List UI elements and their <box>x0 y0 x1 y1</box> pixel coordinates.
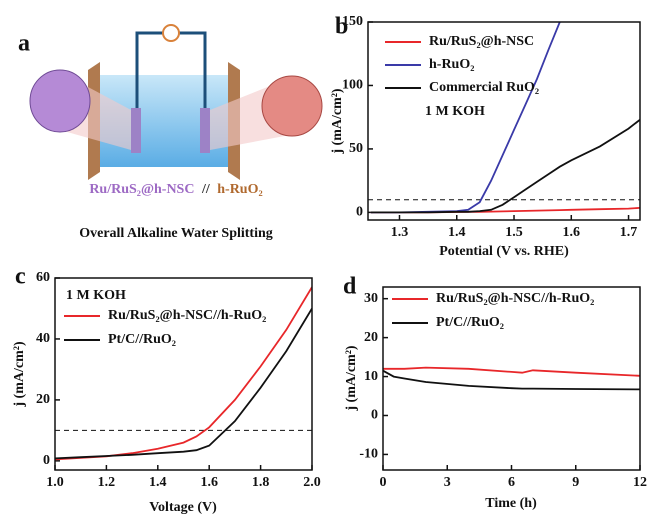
x-axis-title: Potential (V vs. RHE) <box>439 244 569 259</box>
series-line <box>55 308 312 460</box>
y-tick-label: 60 <box>36 270 50 285</box>
panel-label: b <box>335 14 348 40</box>
cathode-label: Ru/RuS₂@h-NSC <box>89 182 194 197</box>
y-tick-label: 10 <box>364 369 378 384</box>
electrode <box>200 108 210 153</box>
series-line <box>383 366 640 377</box>
x-tick-label: 3 <box>444 475 451 490</box>
x-tick-label: 1.2 <box>98 475 116 490</box>
catalyst-sphere <box>261 75 323 137</box>
annotation: 1 M KOH <box>66 288 126 303</box>
y-tick-label: 50 <box>349 141 363 156</box>
panel-label: d <box>343 274 357 300</box>
panel-a-diagram: a Ru/RuS₂@h-NSC // h-RuO₂ Overall Alkali… <box>18 24 323 241</box>
x-tick-label: 1.4 <box>149 475 167 490</box>
plot-frame <box>382 286 641 471</box>
y-tick-label: 0 <box>356 205 363 220</box>
y-axis-title: j (mA/cm²) <box>12 341 27 408</box>
separator: // <box>201 182 211 197</box>
panel-label: a <box>18 31 30 57</box>
x-tick-label: 1.6 <box>563 225 581 240</box>
y-axis-title: j (mA/cm²) <box>344 345 359 412</box>
series-line <box>383 369 640 391</box>
power-source <box>162 24 180 42</box>
caption: Overall Alkaline Water Splitting <box>79 226 273 241</box>
x-tick-label: 1.3 <box>391 225 409 240</box>
x-tick-label: 2.0 <box>303 475 321 490</box>
catalyst-sphere <box>29 69 91 133</box>
wire <box>135 31 163 110</box>
legend-label: Pt/C//RuO₂ <box>436 315 504 330</box>
legend-label: Ru/RuS₂@h-NSC//h-RuO₂ <box>436 291 594 306</box>
x-tick-label: 1.6 <box>200 475 218 490</box>
legend-label: Ru/RuS₂@h-NSC <box>429 34 534 49</box>
annotation: 1 M KOH <box>425 104 485 119</box>
y-tick-label: 0 <box>43 453 50 468</box>
plot-frame <box>367 21 641 221</box>
legend-label: Commercial RuO₂ <box>429 80 539 95</box>
plot-frame <box>54 277 313 471</box>
anode-label: h-RuO₂ <box>217 182 262 197</box>
y-tick-label: -10 <box>359 447 378 462</box>
x-tick-label: 1.0 <box>46 475 64 490</box>
x-tick-label: 6 <box>508 475 515 490</box>
x-tick-label: 12 <box>633 475 647 490</box>
y-tick-label: 150 <box>342 14 363 29</box>
x-tick-label: 9 <box>572 475 579 490</box>
x-axis-title: Time (h) <box>485 496 537 511</box>
y-tick-label: 100 <box>342 78 363 93</box>
y-axis-title: j (mA/cm²) <box>330 88 345 155</box>
electrode <box>131 108 141 153</box>
y-tick-label: 20 <box>364 330 378 345</box>
legend-label: Ru/RuS₂@h-NSC//h-RuO₂ <box>108 308 266 323</box>
y-tick-label: 30 <box>364 291 378 306</box>
x-tick-label: 1.5 <box>505 225 523 240</box>
panel-label: c <box>15 264 26 290</box>
x-tick-label: 1.8 <box>252 475 270 490</box>
y-tick-label: 40 <box>36 331 50 346</box>
series-line <box>370 118 640 214</box>
x-tick-label: 1.4 <box>448 225 466 240</box>
legend-label: Pt/C//RuO₂ <box>108 332 176 347</box>
electrode-label: Ru/RuS₂@h-NSC // h-RuO₂ <box>89 182 262 197</box>
wire <box>179 31 207 110</box>
x-axis-title: Voltage (V) <box>149 500 217 515</box>
legend-label: h-RuO₂ <box>429 57 474 72</box>
y-tick-label: 20 <box>36 392 50 407</box>
x-tick-label: 0 <box>380 475 387 490</box>
x-tick-label: 1.7 <box>620 225 638 240</box>
y-tick-label: 0 <box>371 408 378 423</box>
